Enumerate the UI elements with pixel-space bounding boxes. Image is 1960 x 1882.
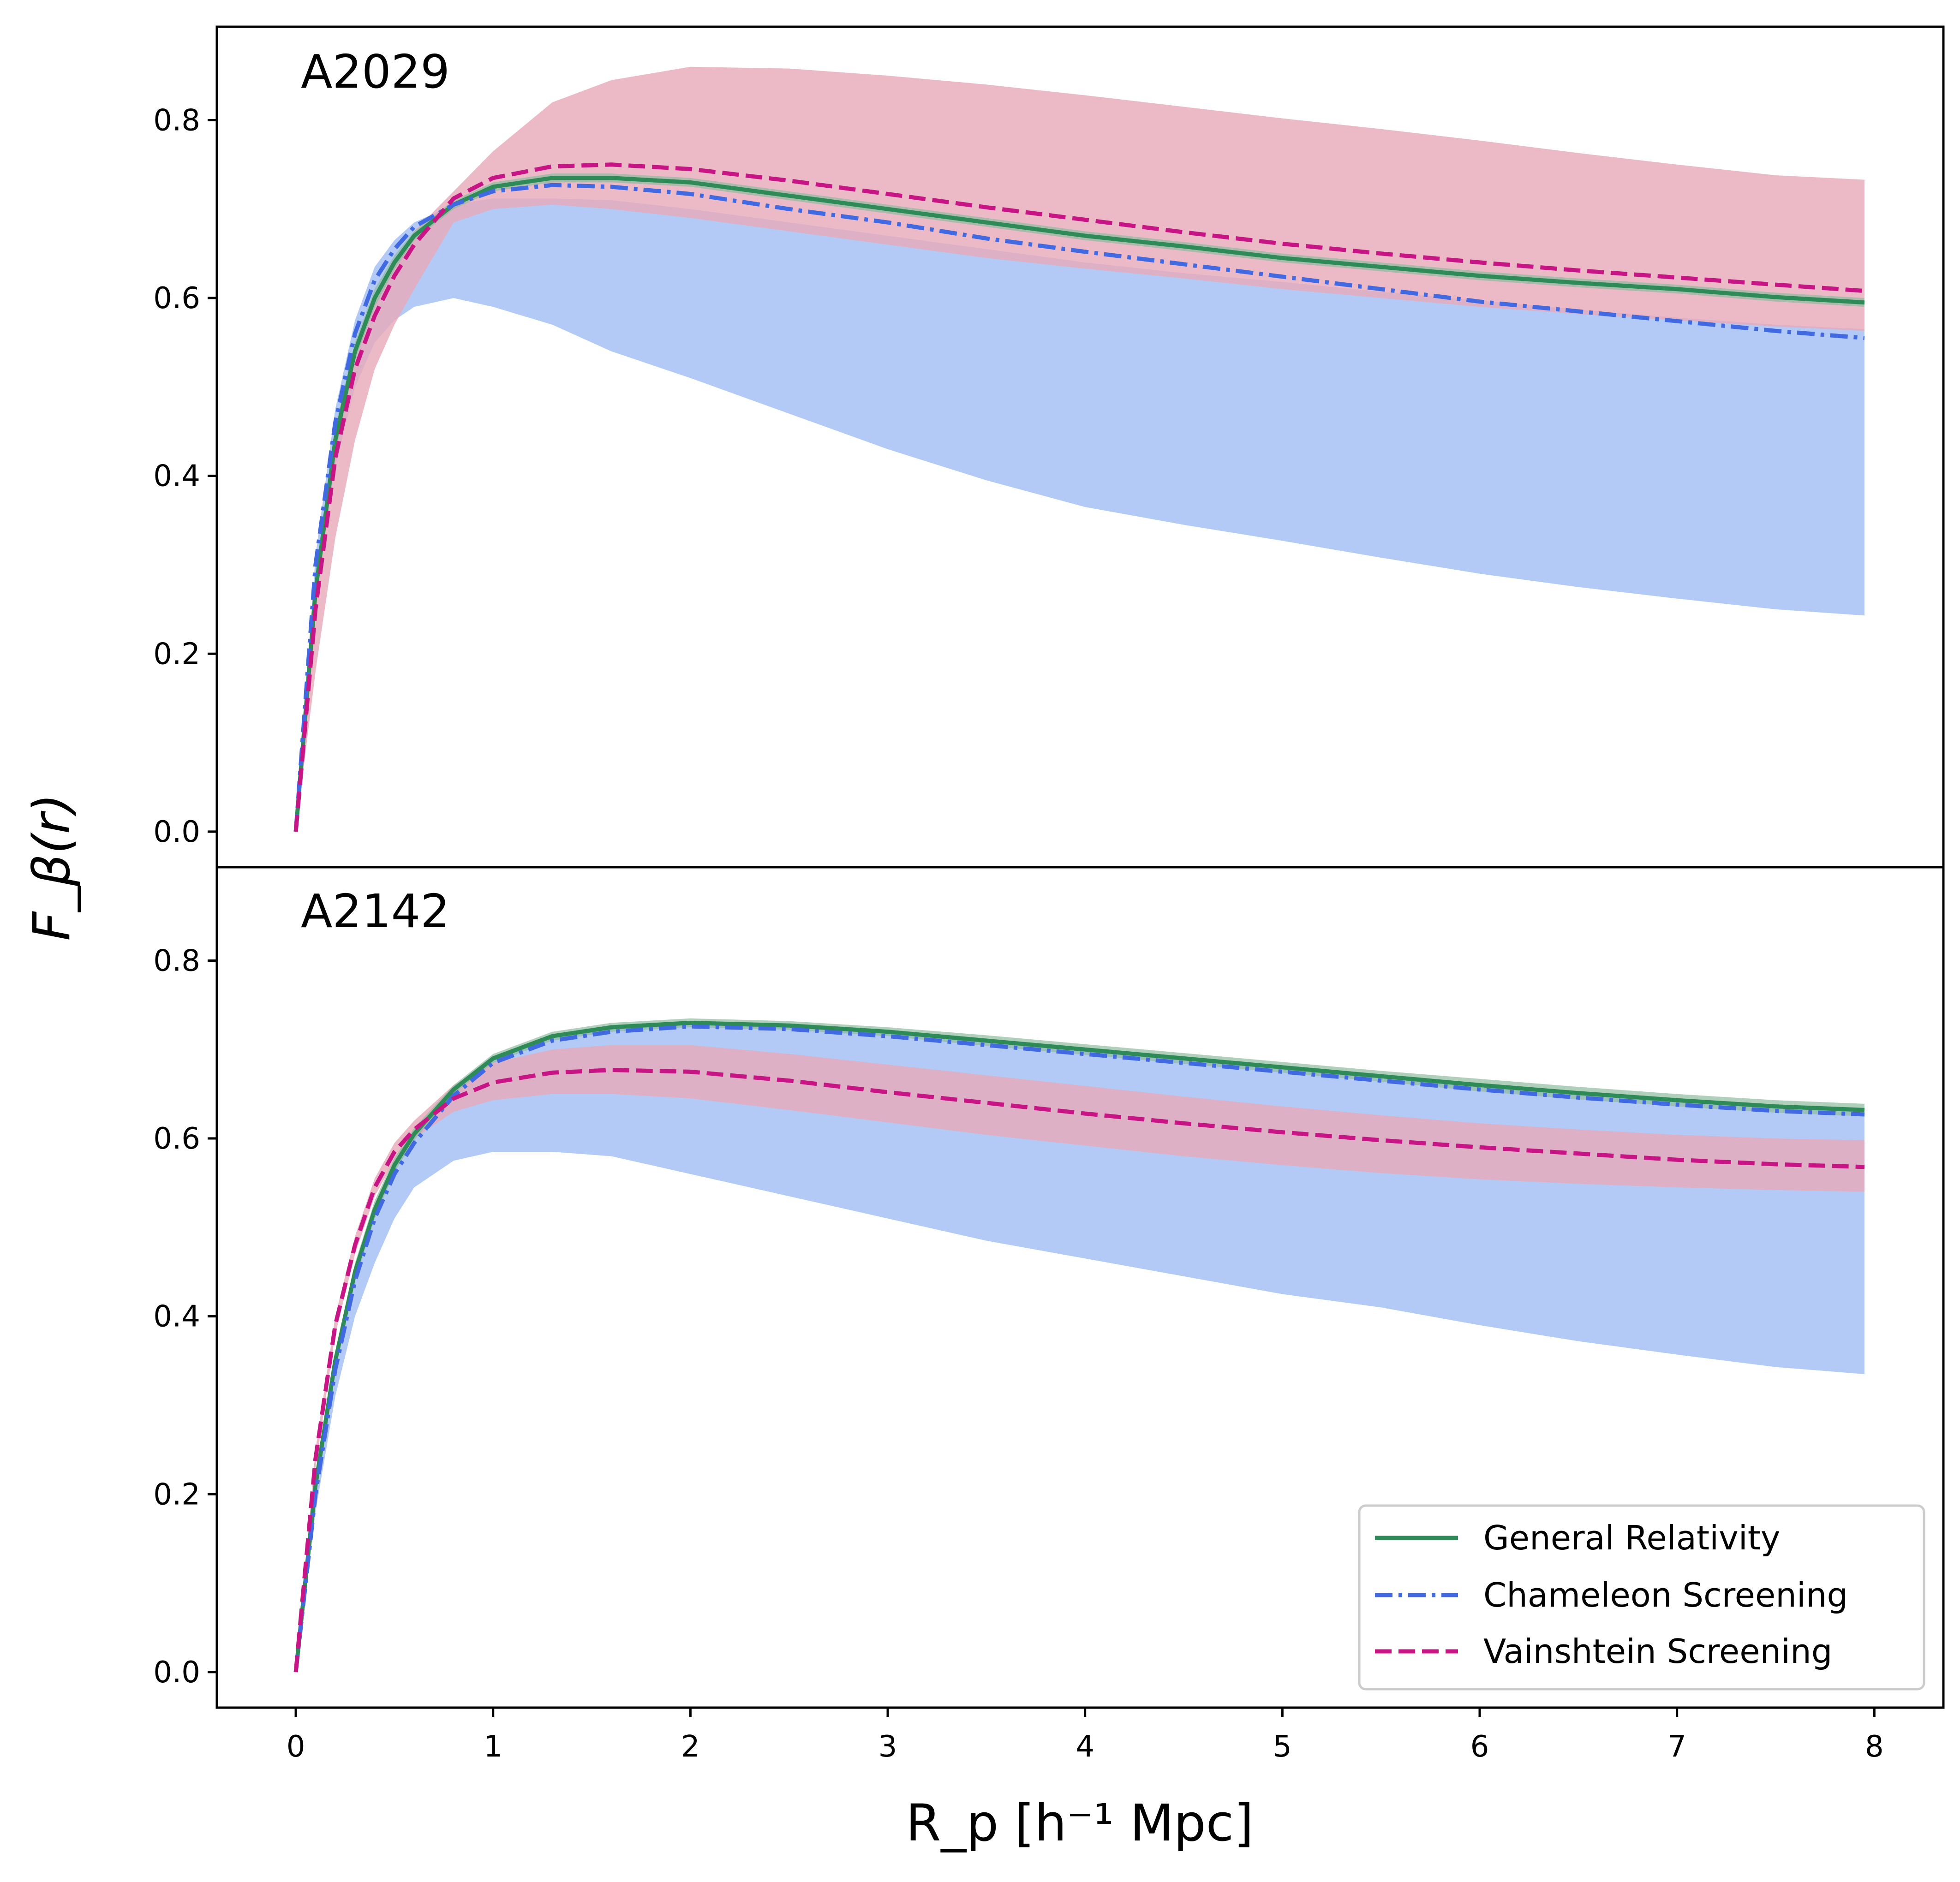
y-axis-title: F_β(r) [22, 793, 81, 941]
y-axis-a2142: 0.0 0.2 0.4 0.6 0.8 [153, 944, 217, 1690]
x-tick-label: 0 [287, 1730, 305, 1764]
line-general-relativity-a2029 [293, 176, 1865, 832]
band-vainshtein-screening-a2142 [296, 1045, 1864, 1672]
line-general-relativity-a2142 [293, 1020, 1865, 1673]
bands-a2029 [296, 66, 1864, 832]
y-tick-label-a2029: 0.4 [153, 459, 200, 494]
y-tick-label-a2029: 0.6 [153, 281, 200, 316]
x-tick-label: 3 [878, 1730, 897, 1764]
panel-label-a2029: A2029 [301, 45, 450, 99]
y-tick-label-a2142: 0.4 [153, 1300, 200, 1334]
panel-frame-a2142 [215, 866, 1945, 1709]
panel-label-a2142: A2142 [301, 884, 450, 938]
panel-a2142: 0.0 0.2 0.4 0.6 0.8 0 1 2 3 4 5 6 7 8 A2142 General … [153, 866, 1945, 1764]
x-axis: 0 1 2 3 4 5 6 7 8 [287, 1708, 1884, 1764]
legend: General Relativity Chameleon Screening V… [1358, 1504, 1925, 1691]
x-tick-label: 5 [1273, 1730, 1292, 1764]
x-tick-label: 7 [1667, 1730, 1686, 1764]
y-tick-label-a2142: 0.6 [153, 1122, 200, 1156]
legend-label-general-relativity: General Relativity [1483, 1519, 1781, 1557]
y-tick-label-a2029: 0.8 [153, 103, 200, 137]
y-tick-label-a2142: 0.0 [153, 1656, 200, 1690]
legend-label-chameleon-screening: Chameleon Screening [1483, 1576, 1848, 1614]
y-tick-label-a2142: 0.8 [153, 944, 200, 978]
band-vainshtein-screening-a2029 [296, 66, 1864, 832]
lines-a2029 [293, 162, 1865, 832]
panel-a2029: 0.0 0.2 0.4 0.6 0.8 A2029 [153, 25, 1945, 869]
y-tick-label-a2029: 0.2 [153, 637, 200, 671]
x-tick-label: 6 [1470, 1730, 1489, 1764]
x-tick-label: 2 [681, 1730, 700, 1764]
y-tick-label-a2142: 0.2 [153, 1477, 200, 1512]
y-tick-label-a2029: 0.0 [153, 815, 200, 849]
band-chameleon-screening-a2029 [296, 198, 1864, 832]
y-axis-a2029: 0.0 0.2 0.4 0.6 0.8 [153, 103, 217, 849]
legend-frame [1358, 1504, 1925, 1691]
bands-a2142 [296, 1018, 1864, 1672]
x-axis-title: R_p [h⁻¹ Mpc] [906, 1793, 1254, 1852]
lines-a2142 [293, 1020, 1865, 1673]
band-chameleon-screening-a2142 [296, 1024, 1864, 1672]
x-tick-label: 1 [484, 1730, 502, 1764]
line-chameleon-screening-a2142 [293, 1024, 1865, 1673]
line-vainshtein-screening-a2142 [293, 1068, 1865, 1673]
legend-label-vainshtein-screening: Vainshtein Screening [1483, 1632, 1833, 1671]
x-tick-label: 8 [1865, 1730, 1884, 1764]
line-vainshtein-screening-a2029 [293, 162, 1865, 832]
x-tick-label: 4 [1076, 1730, 1094, 1764]
